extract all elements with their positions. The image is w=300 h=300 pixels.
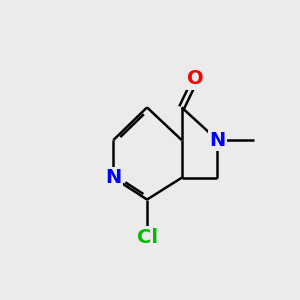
Text: O: O — [187, 69, 204, 88]
Text: Cl: Cl — [136, 228, 158, 247]
Text: N: N — [209, 130, 226, 150]
Text: N: N — [105, 168, 122, 187]
